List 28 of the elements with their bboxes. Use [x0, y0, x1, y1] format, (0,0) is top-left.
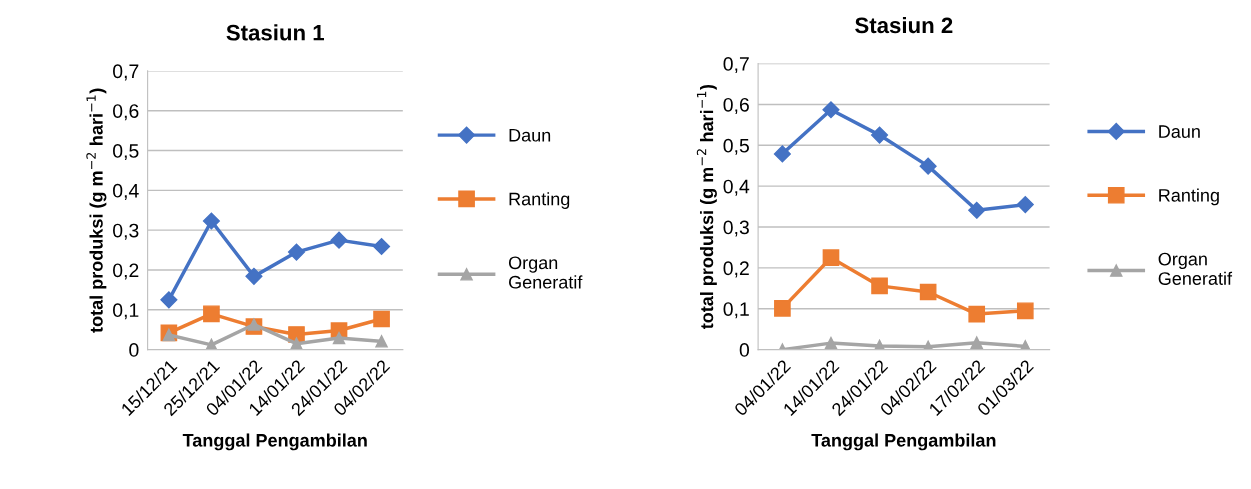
- y-tick-label: 0,6: [113, 104, 139, 121]
- y-tick-label: 0,3: [723, 220, 749, 237]
- legend-label: Ranting: [509, 192, 570, 209]
- legend-label: Organ Generatif: [1158, 252, 1233, 285]
- y-tick-label: 0,5: [723, 138, 749, 155]
- legend-label: Daun: [1159, 125, 1200, 138]
- y-tick-label: 0,2: [723, 261, 749, 278]
- y-tick-label: 0,6: [723, 97, 749, 114]
- y-tick-label: 0,5: [113, 144, 139, 161]
- y-tick-label: 0,1: [113, 303, 139, 320]
- y-tick-label: 0: [739, 343, 750, 357]
- y-tick-label: 0,7: [113, 64, 139, 81]
- y-axis-title: total produksi (g m$^{−2}$ hari$^{−1}$): [86, 88, 107, 333]
- legend-label: Ranting: [1159, 188, 1219, 206]
- chart-title: Stasiun 2: [855, 16, 953, 34]
- legend-label: Daun: [509, 129, 551, 142]
- legend-label: Organ Generatif: [508, 256, 583, 289]
- y-tick-label: 0,1: [723, 302, 749, 319]
- y-tick-label: 0,4: [723, 179, 750, 196]
- x-axis-title: Tanggal Pengambilan: [811, 433, 996, 451]
- y-tick-label: 0,7: [723, 57, 749, 74]
- x-axis-title: Tanggal Pengambilan: [182, 433, 367, 451]
- y-tick-label: 0,4: [113, 183, 139, 200]
- y-axis-title: total produksi (g m$^{−2}$ hari$^{−1}$): [696, 84, 717, 330]
- y-tick-label: 0,3: [113, 223, 139, 240]
- y-tick-label: 0,2: [113, 263, 139, 280]
- chart-title: Stasiun 1: [226, 24, 324, 41]
- y-tick-label: 0: [129, 343, 139, 357]
